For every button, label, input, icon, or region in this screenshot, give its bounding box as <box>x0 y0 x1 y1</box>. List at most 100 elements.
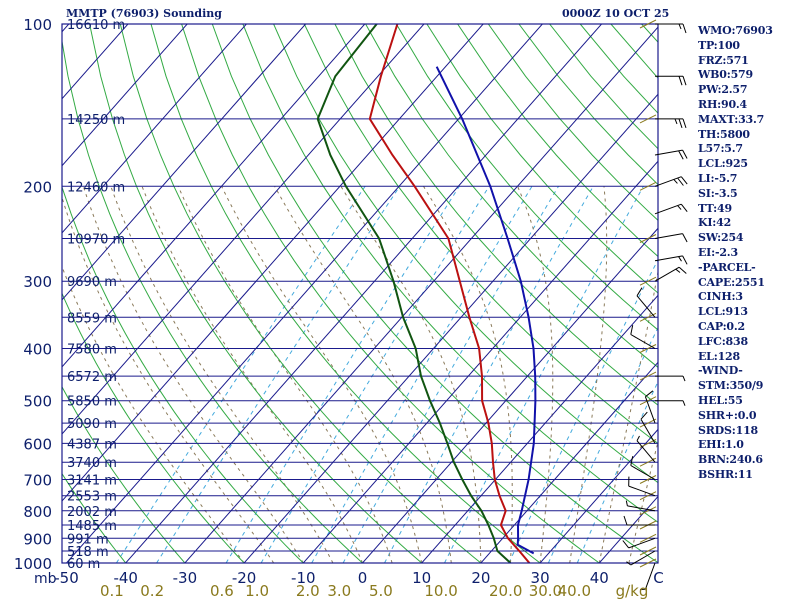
temperature-tick-label: -10 <box>291 569 316 587</box>
temperature-tick-label: 40 <box>590 569 609 587</box>
isotherms <box>62 24 658 563</box>
wind-barb-half-flag <box>673 179 678 184</box>
wind-barb-flag <box>622 540 630 549</box>
height-label: 4387 m <box>67 437 117 452</box>
index-item: EL:128 <box>698 349 740 363</box>
pressure-tick-label: 700 <box>23 472 52 490</box>
wind-barb-flag <box>636 287 643 297</box>
wind-barb-flag <box>678 150 684 160</box>
mixing-ratio-label: 0.1 <box>100 582 124 600</box>
height-label: 991 m <box>67 532 109 547</box>
dry-adiabat <box>303 24 658 445</box>
wind-barb-flag <box>640 411 648 420</box>
olive-tick <box>639 558 657 568</box>
isotherm-line <box>62 24 248 234</box>
height-label: 14250 m <box>67 113 125 128</box>
height-label: 12460 m <box>67 180 125 195</box>
wind-barb-flag <box>630 325 634 335</box>
index-item: WMO:76903 <box>698 24 773 37</box>
mixing-ratio-line <box>115 186 366 563</box>
mixing-ratio-label: 3.0 <box>327 582 351 600</box>
index-item: TT:49 <box>698 201 732 215</box>
wind-barb-flag <box>682 76 687 86</box>
wind-barbs <box>622 23 688 590</box>
dry-adiabat <box>395 24 658 331</box>
dry-adiabat <box>119 24 482 563</box>
pressure-tick-label: 300 <box>23 273 52 291</box>
olive-tick <box>639 19 657 29</box>
wind-barb-staff <box>630 550 656 566</box>
wind-barb-staff <box>628 485 656 497</box>
olive-tick <box>639 533 657 543</box>
isotherm-line <box>243 93 658 563</box>
wind-barb-half-flag <box>675 268 681 273</box>
index-item: BSHR:11 <box>698 467 753 481</box>
olive-tick <box>639 181 657 191</box>
wind-barb-staff <box>630 334 656 349</box>
moist-adiabat <box>274 186 452 563</box>
index-item: CAP:0.2 <box>698 319 745 333</box>
pressure-tick-label: 800 <box>23 503 52 521</box>
height-label: 8559 m <box>67 311 117 326</box>
mixing-ratio-label: 0.2 <box>140 582 164 600</box>
height-label: 6572 m <box>67 370 117 385</box>
mixing-ratio-label: 30.0 <box>529 582 562 600</box>
wind-barb-flag <box>630 456 634 466</box>
wind-barb-half-flag <box>674 118 678 125</box>
pressure-tick-label: 100 <box>23 16 52 34</box>
moist-adiabat <box>221 186 423 563</box>
height-label: 518 m <box>67 545 109 560</box>
moist-adiabat <box>177 186 393 563</box>
mixing-ratio-label: 2.0 <box>296 582 320 600</box>
index-item: TP:100 <box>698 38 740 52</box>
index-item: MAXT:33.7 <box>698 112 765 126</box>
index-item: SHR+:0.0 <box>698 408 757 422</box>
plot-frame <box>61 23 659 564</box>
wind-barb-flag <box>623 515 628 526</box>
wind-barb-flag <box>682 118 687 129</box>
mixing-ratio-label: 1.0 <box>245 582 269 600</box>
wind-barb-staff <box>654 203 682 215</box>
olive-tick <box>639 344 657 353</box>
pressure-tick-label: 900 <box>23 530 52 548</box>
pressure-tick-label: 500 <box>23 393 52 411</box>
wind-barb-staff <box>630 465 656 480</box>
index-item: RH:90.4 <box>698 97 747 111</box>
wind-barb-staff <box>644 562 656 590</box>
frame-border <box>61 23 659 564</box>
dry-adiabats <box>62 24 658 563</box>
isotherm-line <box>361 227 658 563</box>
wind-barb-staff <box>628 537 656 549</box>
pressure-unit-label: mb <box>34 571 57 587</box>
index-item: EHI:1.0 <box>698 438 744 452</box>
wind-barb-staff <box>636 295 656 318</box>
mixing-ratio-unit-label: g/kg <box>616 582 649 600</box>
wind-barb-flag <box>682 23 687 34</box>
dry-adiabat <box>334 24 658 406</box>
height-label: 3740 m <box>67 456 117 471</box>
temperature-tick-label: 20 <box>471 569 490 587</box>
temperature-tick-label: -30 <box>173 569 198 587</box>
pressure-tick-label: 200 <box>23 178 52 196</box>
dry-adiabat <box>211 24 658 563</box>
sounding-date: 0000Z 10 OCT 25 <box>562 7 670 20</box>
index-item: STM:350/9 <box>698 379 764 393</box>
mixing-ratio-label: 40.0 <box>558 582 591 600</box>
index-item: L57:5.7 <box>698 142 743 156</box>
dry-adiabat <box>62 472 127 563</box>
moist-adiabat <box>141 186 363 563</box>
wind-barb-flag <box>677 177 684 186</box>
olive-tick <box>639 371 657 381</box>
index-item: LFC:838 <box>698 334 748 348</box>
dry-adiabat <box>62 385 186 563</box>
wind-barb-staff <box>640 418 656 444</box>
olive-tick <box>639 491 657 501</box>
height-label: 60 m <box>67 557 100 572</box>
olive-ticks <box>639 19 657 568</box>
olive-tick <box>639 506 657 516</box>
index-item: FRZ:571 <box>698 53 749 67</box>
dry-adiabat <box>365 24 658 368</box>
index-item: CAPE:2551 <box>698 275 765 289</box>
dry-adiabat <box>150 24 541 563</box>
mixing-ratio-line <box>156 186 401 563</box>
